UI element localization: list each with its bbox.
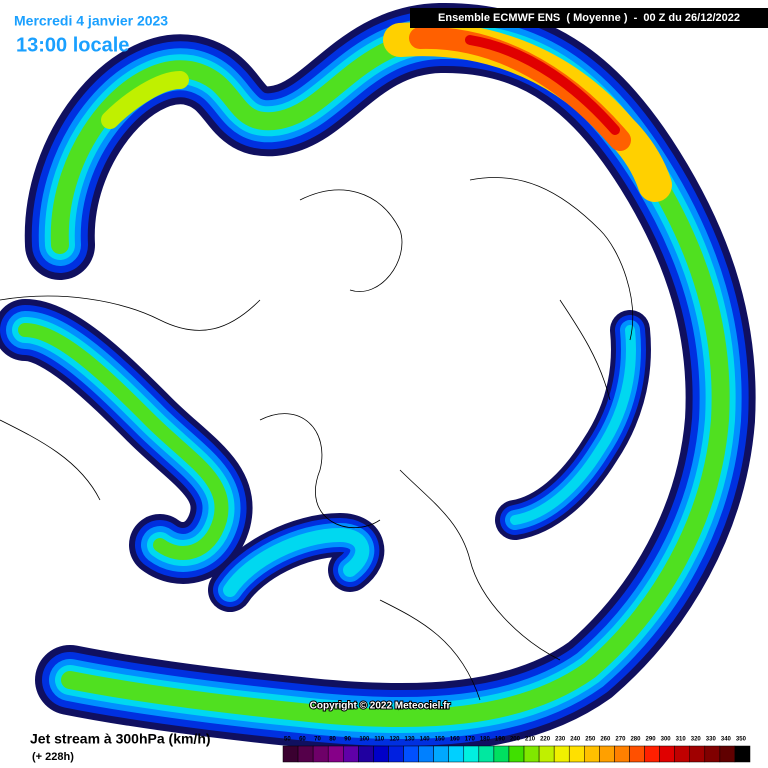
scale-label: 320	[691, 737, 702, 743]
scale-swatch	[282, 745, 299, 763]
header-box	[410, 8, 768, 28]
jet-core	[101, 71, 189, 129]
scale-label: 120	[389, 737, 400, 743]
scale-label: 160	[450, 737, 461, 743]
scale-label: 140	[420, 737, 431, 743]
scale-swatch	[418, 745, 434, 763]
scale-label: 50	[284, 737, 291, 743]
scale-label: 180	[480, 737, 491, 743]
scale-label: 350	[736, 737, 747, 743]
scale-label: 90	[344, 737, 351, 743]
scale-label: 280	[630, 737, 641, 743]
scale-label: 270	[615, 737, 626, 743]
scale-swatch	[523, 745, 540, 763]
scale-label: 150	[435, 737, 446, 743]
scale-label: 220	[540, 737, 551, 743]
coastlines	[0, 177, 634, 701]
scale-swatch	[689, 745, 706, 763]
scale-swatch	[538, 745, 555, 763]
scale-swatch	[644, 745, 660, 763]
scale-swatch	[614, 745, 630, 763]
jet-band	[50, 28, 730, 728]
scale-label: 230	[555, 737, 566, 743]
scale-label: 110	[374, 737, 384, 743]
scale-swatch	[403, 745, 419, 763]
footer-title: Jet stream à 300hPa (km/h)	[30, 731, 211, 747]
scale-swatch	[478, 745, 495, 763]
scale-label: 60	[299, 737, 306, 743]
scale-label: 240	[570, 737, 581, 743]
scale-label: 80	[329, 737, 336, 743]
footer-lead: (+ 228h)	[32, 751, 74, 763]
scale-label: 330	[706, 737, 717, 743]
scale-label: 290	[646, 737, 657, 743]
scale-swatch	[719, 745, 736, 763]
scale-swatch	[433, 745, 449, 763]
date-label: Mercredi 4 janvier 2023	[14, 13, 168, 29]
scale-label: 200	[510, 737, 521, 743]
color-scale: 50 60 70 80 90 100 110 120 130 140 150 160 170 180 190…	[282, 737, 751, 763]
scale-swatch	[297, 745, 314, 763]
scale-label: 300	[661, 737, 672, 743]
scale-swatch	[553, 745, 570, 763]
time-label: 13:00 locale	[16, 34, 129, 56]
scale-label: 260	[600, 737, 611, 743]
scale-swatch	[568, 745, 585, 763]
scale-swatch	[659, 745, 675, 763]
jet-stream	[0, 2, 756, 754]
jet-band	[510, 325, 636, 525]
model-label: Ensemble ECMWF ENS ( Moyenne ) - 00 Z du…	[438, 12, 740, 24]
scale-label: 130	[405, 737, 416, 743]
scale-label: 310	[676, 737, 687, 743]
scale-swatch	[704, 745, 721, 763]
scale-label: 210	[525, 737, 536, 743]
scale-label: 70	[314, 737, 321, 743]
scale-label: 100	[359, 737, 370, 743]
scale-label: 340	[721, 737, 732, 743]
scale-label: 170	[465, 737, 476, 743]
scale-swatch	[358, 745, 374, 763]
scale-label: 190	[495, 737, 506, 743]
scale-label: 250	[585, 737, 596, 743]
copyright: Copyright © 2022 Meteociel.fr	[310, 701, 451, 712]
scale-swatch	[388, 745, 404, 763]
scale-swatch	[343, 745, 359, 763]
jet-core	[465, 35, 620, 135]
scale-swatch	[584, 745, 600, 763]
scale-swatch	[674, 745, 690, 763]
scale-swatch	[373, 745, 389, 763]
scale-swatch	[312, 745, 329, 763]
scale-swatch	[448, 745, 465, 763]
scale-swatch	[327, 745, 344, 763]
scale-swatch	[508, 745, 525, 763]
jet-band	[18, 323, 229, 560]
scale-swatch	[734, 745, 751, 763]
jet-band	[223, 528, 370, 597]
scale-swatch	[599, 745, 615, 763]
scale-swatch	[463, 745, 480, 763]
scale-swatch	[629, 745, 645, 763]
scale-swatch	[493, 745, 510, 763]
